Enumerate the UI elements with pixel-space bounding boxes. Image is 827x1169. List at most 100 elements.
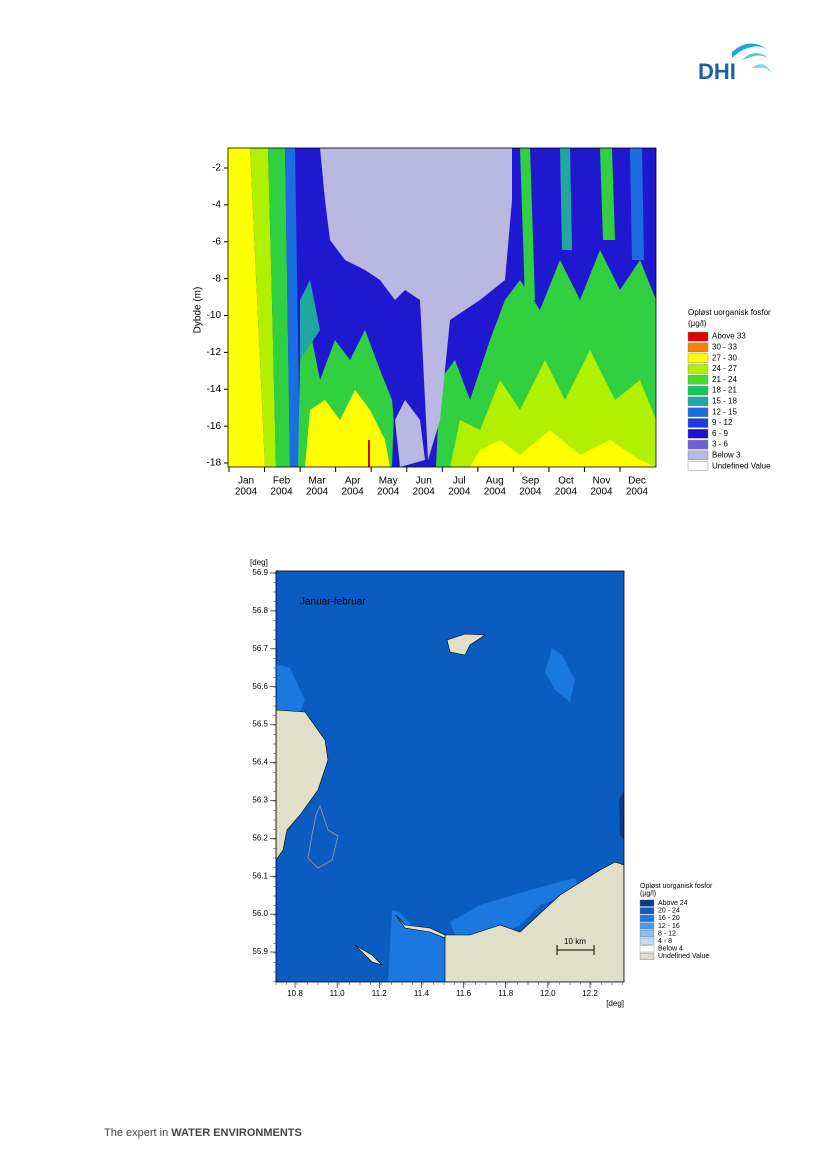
- x-tick-year: 2004: [555, 487, 578, 498]
- x-tick-month: Oct: [558, 476, 574, 487]
- footer-tagline: The expert in WATER ENVIRONMENTS: [104, 1127, 302, 1139]
- y-tick-label: 56.8: [252, 606, 268, 615]
- x-tick-month: Jul: [453, 476, 466, 487]
- legend-label: 16 - 20: [658, 915, 680, 922]
- legend-label: 15 - 18: [712, 397, 737, 406]
- contour-field: [228, 148, 656, 467]
- legend-swatch: [687, 375, 709, 385]
- legend-swatch: [687, 418, 709, 428]
- x-tick-month: Aug: [486, 476, 504, 487]
- y-tick-label: -6: [212, 236, 221, 247]
- legend-swatch: [639, 907, 655, 915]
- x-tick-month: Feb: [273, 476, 291, 487]
- legend-label: 18 - 21: [712, 386, 737, 395]
- legend-label: Below 4: [658, 946, 683, 953]
- x-tick-year: 2004: [519, 487, 542, 498]
- logo: DHI: [698, 43, 772, 84]
- x-tick-label: 11.2: [372, 989, 388, 998]
- legend-swatch: [639, 952, 655, 960]
- legend-swatch: [687, 331, 709, 342]
- y-tick-label: -4: [212, 200, 221, 211]
- x-tick-month: Dec: [628, 476, 646, 487]
- y-tick-label: -18: [207, 458, 222, 469]
- y-tick-label: 56.3: [252, 796, 268, 805]
- logo-text: DHI: [698, 59, 736, 84]
- map: Januar-februar 10 km [deg] [deg] 56.956.…: [250, 558, 713, 1008]
- x-tick-year: 2004: [484, 487, 507, 498]
- x-tick-label: 12.2: [582, 989, 598, 998]
- y-unit: [deg]: [250, 558, 268, 567]
- legend-swatch: [639, 922, 655, 930]
- legend-swatch: [687, 461, 709, 471]
- y-tick-label: -16: [207, 421, 222, 432]
- legend-swatch: [639, 899, 655, 907]
- legend-label: Below 3: [712, 451, 741, 460]
- x-tick-label: 10.8: [287, 989, 303, 998]
- legend-swatch: [687, 342, 709, 353]
- legend-label: 21 - 24: [712, 375, 737, 384]
- legend-label: 12 - 15: [712, 407, 737, 416]
- legend-swatch: [639, 914, 655, 922]
- x-tick-year: 2004: [377, 487, 400, 498]
- legend: Opløst uorganisk fosfor(µg/l)Above 2420 …: [639, 883, 713, 960]
- legend-label: 12 - 16: [658, 923, 680, 930]
- legend-swatch: [687, 385, 709, 396]
- x-tick-year: 2004: [235, 487, 258, 498]
- tagline-prefix: The expert in: [104, 1127, 168, 1139]
- x-tick-month: Jan: [238, 476, 254, 487]
- y-tick-label: 56.1: [252, 871, 268, 880]
- x-tick-label: 11.4: [414, 989, 430, 998]
- y-tick-label: 56.6: [252, 682, 268, 691]
- x-tick-month: Nov: [593, 476, 611, 487]
- legend-swatch: [687, 353, 709, 363]
- legend-unit: (µg/l): [640, 890, 656, 897]
- y-tick-label: -10: [207, 310, 222, 321]
- y-tick-label: -8: [212, 273, 221, 284]
- depth-time-plot: Dybde (m) -2-4-6-8-10-12-14-16-18Jan2004…: [193, 147, 771, 498]
- x-tick-label: 11.8: [498, 989, 514, 998]
- map-frame: [275, 570, 625, 983]
- legend-swatch: [687, 429, 709, 439]
- legend-label: 30 - 33: [712, 343, 737, 352]
- y-tick-label: -12: [207, 347, 222, 358]
- y-tick-label: -14: [207, 384, 222, 395]
- x-tick-year: 2004: [626, 487, 649, 498]
- x-tick-month: Apr: [345, 476, 361, 487]
- x-tick-label: 11.6: [456, 989, 472, 998]
- x-tick-month: May: [379, 476, 398, 487]
- legend-label: 3 - 6: [712, 440, 729, 449]
- legend-title: Opløst uorganisk fosfor: [688, 308, 771, 317]
- scale-bar-label: 10 km: [564, 937, 586, 946]
- legend-label: 6 - 9: [712, 429, 729, 438]
- map-field: [276, 571, 624, 982]
- legend-label: Undefined Value: [658, 953, 709, 960]
- legend-label: 4 - 8: [658, 938, 672, 945]
- y-tick-label: 55.9: [252, 947, 268, 956]
- x-tick-year: 2004: [342, 487, 365, 498]
- legend-label: Undefined Value: [712, 461, 771, 470]
- legend-label: 20 - 24: [658, 908, 680, 915]
- legend-label: Above 24: [658, 900, 688, 907]
- y-tick-label: -2: [212, 163, 221, 174]
- legend: Opløst uorganisk fosfor (µg/l) Above 33 30 …: [687, 308, 771, 471]
- x-tick-year: 2004: [590, 487, 613, 498]
- y-tick-label: 56.2: [252, 833, 268, 842]
- x-unit: [deg]: [606, 999, 624, 1008]
- x-tick-year: 2004: [448, 487, 471, 498]
- legend-swatch: [687, 439, 709, 450]
- x-tick-month: Jun: [416, 476, 432, 487]
- tagline-emphasis: WATER ENVIRONMENTS: [171, 1127, 302, 1139]
- legend-swatch: [687, 396, 709, 407]
- x-tick-label: 12.0: [540, 989, 556, 998]
- legend-swatch: [639, 930, 655, 938]
- x-tick-month: Sep: [521, 476, 539, 487]
- y-tick-label: 56.9: [252, 568, 268, 577]
- y-tick-label: 56.0: [252, 909, 268, 918]
- axes: 56.9 56.8 56.7 56.6 56.5 56.4 56.3 56.2 56.1 56.0…: [252, 568, 623, 998]
- legend-swatch: [639, 945, 655, 953]
- y-tick-label: 56.5: [252, 720, 268, 729]
- y-axis-label: Dybde (m): [193, 287, 204, 334]
- legend-label: 9 - 12: [712, 418, 733, 427]
- legend-unit: (µg/l): [688, 319, 707, 328]
